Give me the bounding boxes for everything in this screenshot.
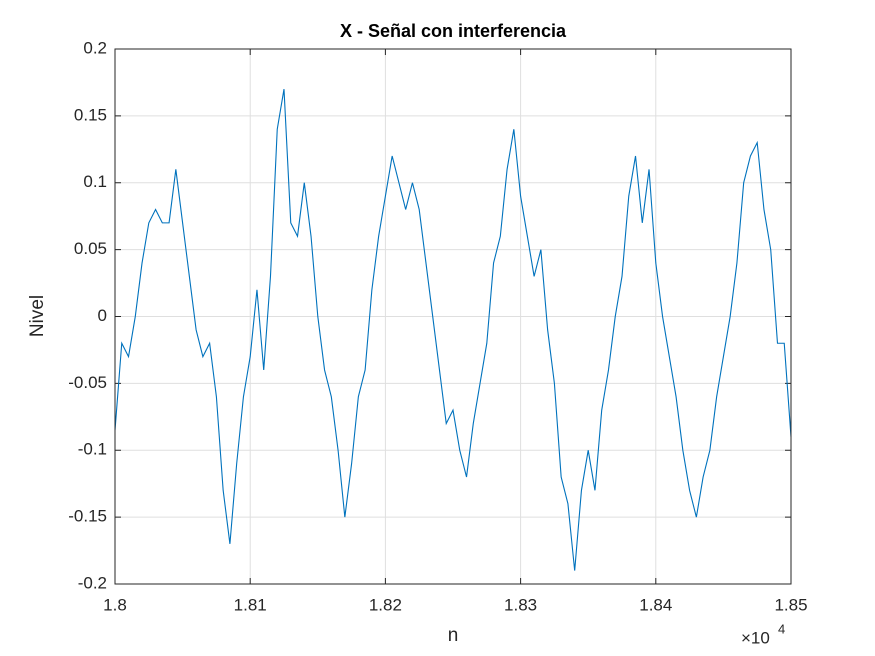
y-tick-label: -0.2	[78, 573, 107, 592]
y-tick-label: 0.15	[74, 105, 107, 124]
y-tick-label: -0.15	[68, 507, 107, 526]
y-tick-label: -0.1	[78, 440, 107, 459]
x-axis-label: n	[448, 625, 459, 646]
y-tick-label: 0	[98, 306, 107, 325]
x-tick-label: 1.8	[103, 595, 127, 614]
x-tick-label: 1.84	[639, 595, 672, 614]
y-tick-label: 0.1	[83, 172, 107, 191]
chart-title: X - Señal con interferencia	[340, 21, 567, 41]
data-line	[114, 89, 792, 571]
x-exponent-base: ×10	[741, 628, 770, 647]
y-tick-label: 0.05	[74, 239, 107, 258]
x-tick-label: 1.85	[774, 595, 807, 614]
x-tick-label: 1.81	[234, 595, 267, 614]
axes-box	[114, 48, 792, 585]
x-exponent-power: 4	[778, 621, 785, 636]
y-tick-label: 0.2	[83, 38, 107, 57]
x-tick-label: 1.83	[504, 595, 537, 614]
y-tick-label: -0.05	[68, 373, 107, 392]
y-axis-label: Nivel	[27, 295, 48, 337]
x-tick-label: 1.82	[369, 595, 402, 614]
